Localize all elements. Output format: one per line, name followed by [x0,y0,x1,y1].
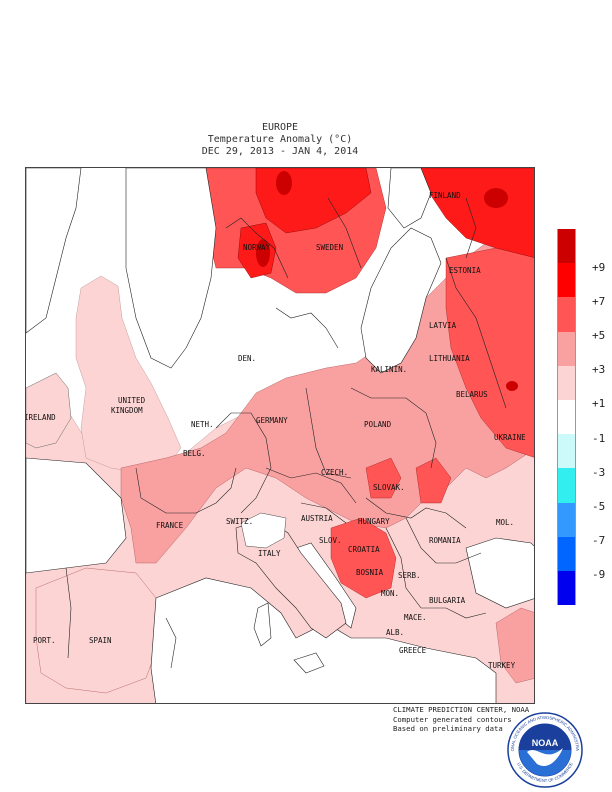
anomaly-zone-plus5-balkan [330,517,397,599]
anomaly-map: FINLAND NORWAY SWEDEN ESTONIA LATVIA LIT… [25,167,535,704]
sea-north [125,168,217,369]
legend-swatch-plus9 [557,229,576,264]
label-belg: BELG. [183,449,206,458]
anomaly-zone-plus5-slovak [365,457,402,499]
label-turkey: TURKEY [488,661,516,670]
label-bosnia: BOSNIA [356,568,384,577]
label-spain: SPAIN [89,636,112,645]
noaa-logo-text: NOAA [532,738,559,748]
credits-line-source: CLIMATE PREDICTION CENTER, NOAA [393,705,530,714]
legend-label-minus1: -1 [592,432,606,445]
anomaly-core-plus9-d [506,381,518,391]
legend-label-plus1: +1 [592,397,606,410]
label-slov: SLOV. [319,536,342,545]
sea-baltic [360,227,442,374]
noaa-logo: NOAA NATIONAL OCEANIC AND ATMOSPHERIC AD… [507,712,583,788]
legend-label-plus7: +7 [592,295,606,308]
label-slovak: SLOVAK. [373,483,405,492]
label-hungary: HUNGARY [358,517,390,526]
label-estonia: ESTONIA [449,266,481,275]
label-italy: ITALY [258,549,281,558]
anomaly-core-plus9-a [276,171,292,195]
anomaly-zone-turkey [495,607,534,684]
map-region-title: EUROPE [261,122,299,133]
anomaly-map-canvas: FINLAND NORWAY SWEDEN ESTONIA LATVIA LIT… [26,168,534,703]
land-alps-white [240,512,287,549]
legend-swatch-plus3 [557,331,576,366]
map-title-block: EUROPE Temperature Anomaly (°C) DEC 29, … [150,122,410,158]
label-france: FRANCE [156,521,184,530]
label-germany: GERMANY [256,416,288,425]
legend-label-plus5: +5 [592,329,606,342]
sea-gulf-bothnia [387,168,432,229]
label-switz: SWITZ. [226,517,253,526]
legend-swatch-minus3 [557,434,576,469]
legend-swatch-plus5 [557,297,576,332]
legend-swatch-plus1 [557,365,576,400]
anomaly-core-plus9-c [256,239,270,267]
label-latvia: LATVIA [429,321,457,330]
label-mol: MOL. [496,518,514,527]
label-mace: MACE. [404,613,427,622]
legend-swatch-plus7 [557,263,576,298]
land-sardinia [253,602,272,647]
land-sicily [293,652,325,674]
label-finland: FINLAND [429,191,461,200]
label-kalinin: KALININ. [371,365,407,374]
legend-label-minus5: -5 [592,500,606,513]
label-czech: CZECH. [321,468,348,477]
label-ukraine: UKRAINE [494,433,526,442]
legend-label-minus7: -7 [592,534,606,547]
anomaly-core-plus9-b [484,188,508,208]
label-belarus: BELARUS [456,390,488,399]
label-romania: ROMANIA [429,536,461,545]
legend-swatch-extreme-cold [557,570,576,606]
label-ireland: IRELAND [26,413,56,422]
anomaly-zone-iberia [35,567,162,694]
label-lithuania: LITHUANIA [429,354,470,363]
legend-swatch-minus5 [557,468,576,503]
credits-block: CLIMATE PREDICTION CENTER, NOAA Computer… [393,705,529,734]
label-bulgaria: BULGARIA [429,596,466,605]
legend-swatch-minus9 [557,536,576,571]
label-norway: NORWAY [243,243,271,252]
label-uk-line2: KINGDOM [111,406,143,415]
legend-label-minus3: -3 [592,466,606,479]
label-mon: MON. [381,589,399,598]
label-uk-line1: UNITED [118,396,146,405]
color-legend [557,229,576,606]
legend-label-minus9: -9 [592,568,606,581]
legend-label-plus3: +3 [592,363,606,376]
credits-line-method: Computer generated contours [393,714,512,724]
legend-label-plus9: +9 [592,261,606,274]
sea-mediterranean [150,577,497,703]
legend-swatch-minus7 [557,502,576,537]
label-poland: POLAND [364,420,392,429]
label-greece: GREECE [399,646,427,655]
label-port: PORT. [33,636,56,645]
label-den: DEN. [238,354,256,363]
map-period-title: DEC 29, 2013 - JAN 4, 2014 [201,146,359,157]
sea-atlantic [26,168,82,334]
country-borders [65,197,507,669]
legend-swatch-minus1 [557,399,576,435]
sea-black [465,537,534,609]
label-croatia: CROATIA [348,545,380,554]
sea-biscay [26,457,127,574]
label-alb: ALB. [386,628,404,637]
label-neth: NETH. [191,420,214,429]
label-sweden: SWEDEN [316,243,343,252]
credits-line-data: Based on preliminary data [393,724,503,733]
country-labels: FINLAND NORWAY SWEDEN ESTONIA LATVIA LIT… [26,191,526,670]
label-austria: AUSTRIA [301,514,333,523]
label-serb: SERB. [398,571,421,580]
map-variable-title: Temperature Anomaly (°C) [207,134,353,145]
anomaly-zone-ireland [26,372,72,449]
